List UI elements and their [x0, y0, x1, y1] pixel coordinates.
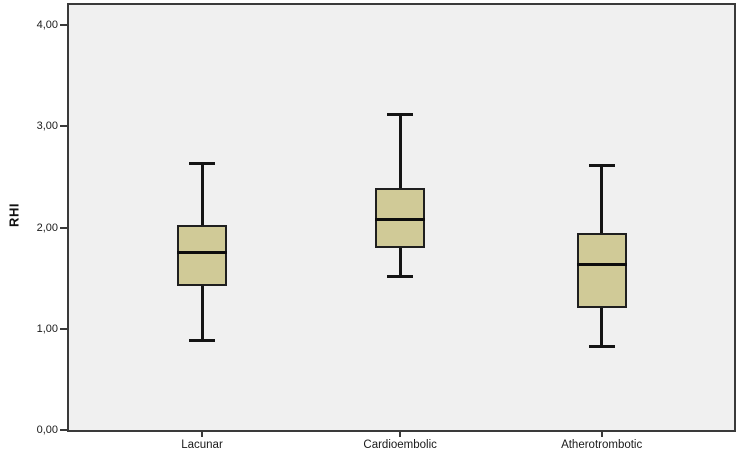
whisker-cap-top-cardioembolic — [387, 112, 414, 116]
y-tick-label-0-00: 0,00 — [36, 424, 58, 436]
y-tick-1-00 — [60, 327, 67, 330]
whisker-cap-bottom-cardioembolic — [387, 274, 414, 278]
y-tick-label-3-00: 3,00 — [36, 120, 58, 133]
y-tick-2-00 — [60, 226, 67, 229]
y-tick-label-1-00: 1,00 — [36, 322, 58, 335]
median-cardioembolic — [375, 218, 426, 222]
whisker-cap-bottom-atherotrombotic — [588, 344, 615, 348]
whisker-cap-top-atherotrombotic — [588, 164, 615, 168]
x-tick-cardioembolic — [399, 432, 402, 437]
whisker-cap-top-lacunar — [189, 162, 215, 166]
x-category-label-atherotrombotic: Atherotrombotic — [561, 439, 643, 451]
median-atherotrombotic — [576, 262, 627, 266]
whisker-cap-bottom-lacunar — [189, 339, 215, 343]
y-tick-label-4-00: 4,00 — [36, 19, 58, 32]
x-tick-lacunar — [201, 432, 203, 437]
y-tick-0-00 — [60, 429, 67, 431]
plot-area — [67, 3, 736, 432]
x-tick-atherotrombotic — [600, 432, 603, 437]
x-category-label-lacunar: Lacunar — [181, 439, 223, 451]
y-tick-3-00 — [60, 125, 67, 128]
box-lacunar — [177, 224, 227, 287]
y-tick-label-2-00: 2,00 — [36, 221, 58, 234]
box-atherotrombotic — [576, 232, 627, 308]
box-cardioembolic — [375, 188, 426, 248]
y-tick-4-00 — [60, 24, 67, 27]
x-category-label-cardioembolic: Cardioembolic — [363, 439, 437, 451]
median-lacunar — [177, 251, 227, 255]
